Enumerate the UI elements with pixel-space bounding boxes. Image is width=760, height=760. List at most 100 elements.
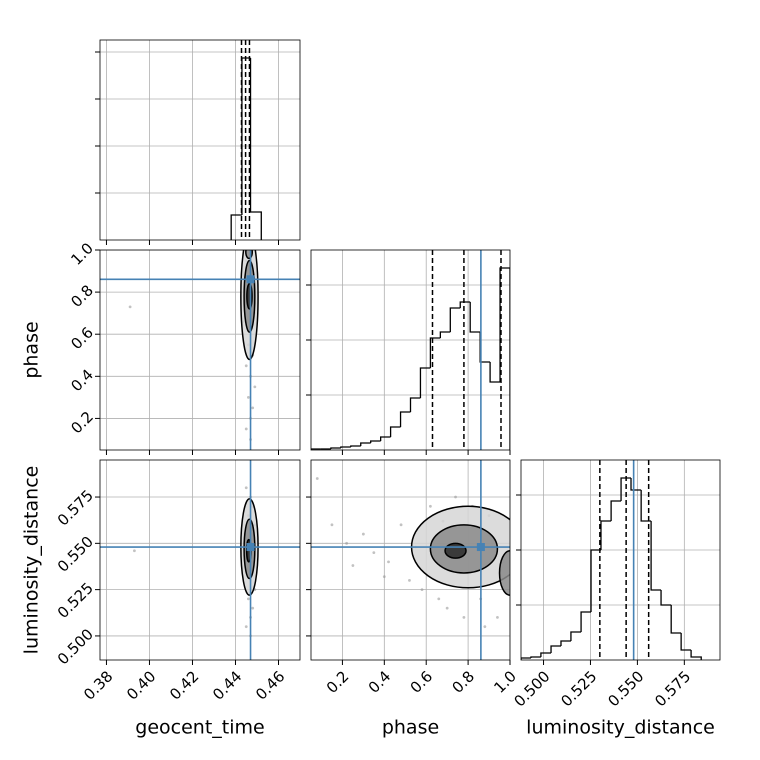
plot-area	[521, 460, 720, 660]
sample-point	[345, 541, 349, 545]
histogram-bin	[399, 411, 411, 427]
x-tick-label: 0.550	[604, 667, 647, 710]
sample-point	[454, 495, 457, 499]
y-axis-label: luminosity_distance	[21, 466, 43, 655]
sample-point	[382, 575, 386, 579]
sample-point	[496, 616, 499, 619]
histogram-bin	[469, 302, 481, 333]
sample-point	[246, 395, 250, 399]
histogram-bin	[380, 436, 391, 441]
sample-point	[244, 427, 248, 431]
x-axis-label: geocent_time	[135, 717, 264, 739]
x-axis-label: luminosity_distance	[526, 717, 715, 739]
histogram-bin	[570, 631, 582, 641]
panel	[306, 249, 511, 455]
plot-area	[311, 250, 510, 450]
histogram-bin	[449, 307, 461, 332]
histogram-bin	[370, 440, 381, 443]
histogram-bin	[560, 640, 571, 646]
x-tick-label: 0.38	[80, 667, 116, 703]
density-contour	[444, 542, 467, 559]
panel-frame	[99, 459, 301, 661]
sample-point	[133, 549, 136, 553]
panel-frame	[99, 249, 301, 451]
sample-point	[315, 477, 319, 480]
histogram-bin	[530, 656, 541, 658]
x-tick-label: 0.2	[323, 667, 353, 697]
sample-point	[251, 606, 255, 610]
histogram-bin	[350, 445, 361, 447]
histogram-bin	[459, 301, 471, 308]
sample-point	[330, 523, 334, 527]
x-tick-label: 0.500	[510, 667, 553, 710]
histogram-bin	[330, 447, 341, 449]
sample-point	[445, 606, 449, 610]
panel-frame	[310, 249, 511, 451]
sample-point	[437, 597, 441, 601]
y-tick-label: 0.8	[67, 281, 97, 311]
panel-frame	[520, 459, 721, 661]
sample-point	[128, 305, 132, 309]
histogram-bin	[690, 650, 702, 660]
histogram-bin	[640, 490, 652, 522]
sample-point	[244, 364, 248, 368]
y-tick-label: 0.525	[54, 579, 97, 622]
x-tick-label: 0.40	[123, 667, 159, 703]
plot-area	[100, 40, 300, 240]
truth-marker	[246, 275, 255, 284]
histogram-bin	[429, 337, 441, 368]
y-tick-label: 1.0	[67, 239, 97, 269]
x-tick-label: 0.46	[252, 667, 288, 703]
x-tick-label: 0.525	[557, 667, 600, 710]
panel	[95, 39, 301, 245]
sample-point	[483, 625, 487, 629]
histogram-bin	[590, 549, 601, 612]
histogram-bin	[340, 446, 351, 448]
histogram-bin	[409, 397, 421, 412]
sample-point	[387, 560, 390, 564]
sample-point	[408, 578, 411, 582]
sample-point	[244, 486, 248, 490]
panel: 0.38 0.40 0.42 0.44 0.46 0.5000.5250.5500.575…	[21, 459, 301, 739]
y-tick-label: 0.550	[54, 533, 97, 576]
x-tick-label: 0.44	[209, 667, 245, 703]
x-tick-label: 0.42	[166, 667, 202, 703]
histogram-bin	[419, 367, 431, 398]
histogram-bin	[550, 645, 561, 653]
truth-marker	[476, 543, 485, 552]
panel: 0.500 0.525 0.550 0.575 luminosity_distance	[510, 459, 721, 739]
sample-point	[253, 385, 257, 389]
histogram-bin	[540, 652, 552, 657]
y-tick-label: 0.4	[67, 366, 97, 396]
histogram-bin	[610, 500, 622, 521]
panel-frame	[310, 459, 511, 661]
panel-frame	[99, 39, 301, 241]
plot-area	[100, 250, 300, 450]
histogram-bin	[670, 605, 682, 634]
histogram-bin	[311, 448, 321, 450]
sample-point	[351, 564, 355, 567]
plot-area	[311, 460, 510, 660]
sample-point	[462, 616, 466, 619]
x-tick-label: 0.8	[449, 667, 479, 697]
histogram-bin	[230, 214, 242, 240]
histogram-bin	[389, 426, 401, 437]
sample-point	[251, 406, 255, 410]
histogram-bin	[439, 331, 451, 338]
x-tick-label: 0.575	[651, 667, 694, 710]
sample-point	[246, 597, 250, 601]
sample-point	[420, 588, 424, 592]
y-tick-label: 0.2	[67, 408, 97, 438]
histogram-bin	[680, 633, 692, 651]
histogram-bin	[249, 58, 262, 240]
sample-point	[399, 523, 403, 527]
histogram-bin	[521, 657, 531, 660]
histogram-bin	[650, 521, 662, 591]
y-tick-label: 0.500	[54, 625, 97, 668]
histogram-bin	[580, 611, 592, 632]
x-tick-label: 0.6	[407, 667, 437, 697]
sample-point	[372, 551, 376, 554]
